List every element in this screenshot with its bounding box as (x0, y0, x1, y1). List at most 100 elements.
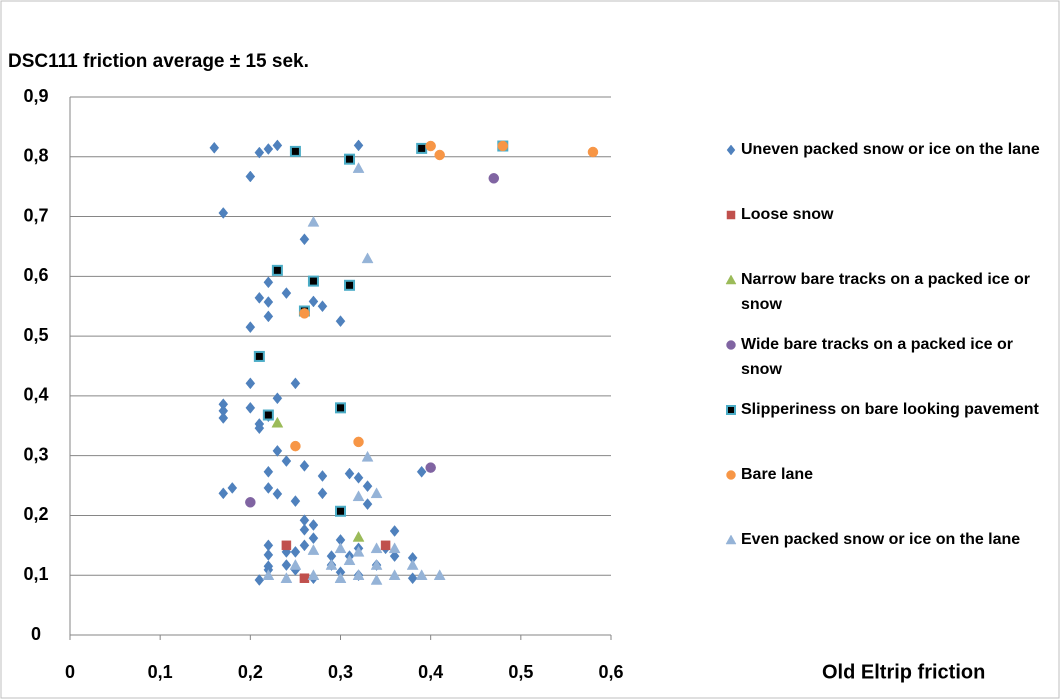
x-tick-label: 0,2 (238, 662, 263, 682)
legend-label: Wide bare tracks on a packed ice or snow (741, 336, 1013, 378)
legend-line: Narrow bare tracks on a packed ice or (741, 271, 1030, 288)
point (307, 275, 319, 287)
y-tick-label: 0,8 (23, 146, 48, 166)
x-tick-label: 0,5 (508, 662, 533, 682)
point (263, 482, 274, 494)
point (353, 436, 364, 448)
legend-line: Slipperiness on bare looking pavement (741, 401, 1040, 418)
point (271, 264, 283, 276)
y-tick-label: 0,7 (23, 205, 48, 225)
point (416, 465, 427, 478)
legend-line: Even packed snow or ice on the lane (741, 531, 1020, 548)
point (262, 569, 275, 580)
point (344, 467, 355, 480)
point (352, 490, 365, 502)
point (307, 544, 320, 555)
point (334, 542, 347, 554)
legend-line: Uneven packed snow or ice on the lane (741, 141, 1040, 158)
point (254, 146, 265, 159)
point (325, 559, 338, 570)
y-tick-label: 0,4 (23, 385, 48, 405)
y-tick-label: 0,3 (23, 444, 48, 464)
point (388, 542, 401, 554)
legend-marker (726, 144, 736, 156)
point (290, 440, 301, 452)
point (389, 550, 400, 562)
legend-line: snow (741, 361, 782, 378)
chart-title: DSC111 friction average ± 15 sek. (8, 51, 309, 72)
point (227, 482, 238, 494)
point (299, 523, 310, 536)
point (218, 207, 229, 219)
point (361, 252, 374, 264)
point (308, 519, 319, 531)
point (245, 497, 256, 508)
point (263, 143, 274, 155)
point (272, 139, 283, 152)
point (290, 546, 301, 558)
point (263, 276, 274, 289)
point (289, 559, 302, 570)
point (407, 572, 418, 585)
point (433, 569, 446, 580)
point (370, 573, 383, 585)
y-tick-label: 0,2 (23, 504, 48, 524)
y-tick-label: 0,6 (23, 265, 48, 285)
point (281, 287, 292, 299)
point (290, 377, 301, 390)
point (352, 530, 365, 542)
point (389, 525, 400, 537)
point (254, 291, 265, 304)
point (406, 559, 419, 570)
legend-line: Loose snow (741, 206, 834, 223)
point (352, 162, 365, 173)
legend-marker (726, 470, 736, 480)
legend-marker (726, 340, 736, 350)
point (352, 569, 365, 580)
point (434, 149, 445, 161)
x-tick-label: 0 (65, 662, 75, 682)
point (308, 532, 319, 545)
point (245, 170, 256, 183)
point (281, 455, 292, 467)
point (299, 459, 310, 472)
x-tick-label: 0,3 (328, 662, 353, 682)
point (263, 310, 274, 323)
point (335, 315, 346, 328)
point (361, 450, 374, 462)
point (307, 215, 320, 227)
point (335, 505, 346, 517)
y-tick-label: 0,1 (23, 564, 48, 584)
point (335, 402, 346, 414)
legend-label: Even packed snow or ice on the lane (741, 531, 1020, 548)
point (380, 540, 391, 551)
point (425, 462, 436, 473)
point (289, 145, 301, 157)
legend-marker (726, 405, 736, 415)
point (299, 308, 310, 319)
point (245, 321, 256, 334)
point (290, 495, 301, 507)
y-tick-label: 0,5 (23, 325, 48, 345)
point (280, 572, 293, 583)
y-tick-label: 0,9 (23, 86, 48, 106)
point (299, 573, 310, 583)
point (353, 139, 364, 152)
point (343, 554, 356, 566)
point (263, 465, 274, 478)
point (370, 559, 383, 570)
legend-label: Loose snow (741, 206, 834, 223)
point (334, 572, 347, 583)
point (245, 401, 256, 414)
point (353, 471, 364, 484)
point (415, 569, 428, 580)
x-tick-label: 0,1 (148, 662, 173, 682)
point (352, 545, 365, 557)
legend-label: Slipperiness on bare looking pavement (741, 401, 1040, 418)
point (254, 422, 265, 435)
point (488, 173, 500, 184)
x-tick-label: 0,4 (418, 662, 443, 682)
point (262, 409, 274, 421)
